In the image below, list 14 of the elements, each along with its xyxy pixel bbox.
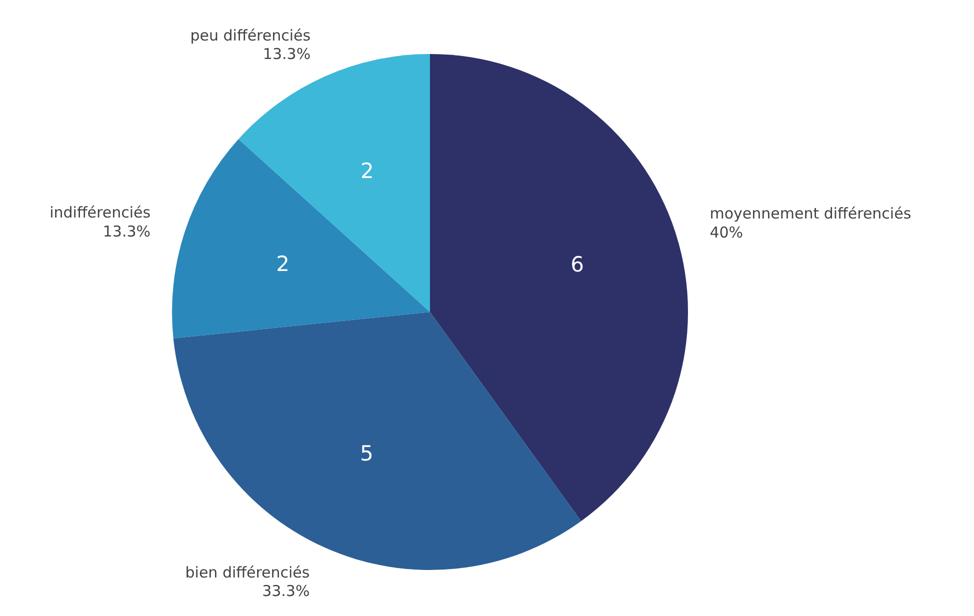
text: 2	[276, 252, 290, 276]
text: 5	[360, 442, 374, 466]
slice-label: moyennement différenciés	[710, 204, 912, 222]
data-label: 13.3%	[102, 222, 151, 240]
data-label: 33.3%	[262, 582, 310, 600]
text: 2	[360, 158, 374, 183]
pie-slice	[172, 139, 430, 338]
text: 6	[570, 252, 584, 277]
slice-label: peu différenciés	[190, 26, 311, 44]
pie-slice	[430, 54, 688, 522]
slice-label: indifférenciés	[50, 204, 151, 222]
data-label: 13.3%	[262, 45, 311, 64]
data-label: 40%	[710, 223, 744, 242]
slice-label: bien différenciés	[185, 563, 310, 582]
